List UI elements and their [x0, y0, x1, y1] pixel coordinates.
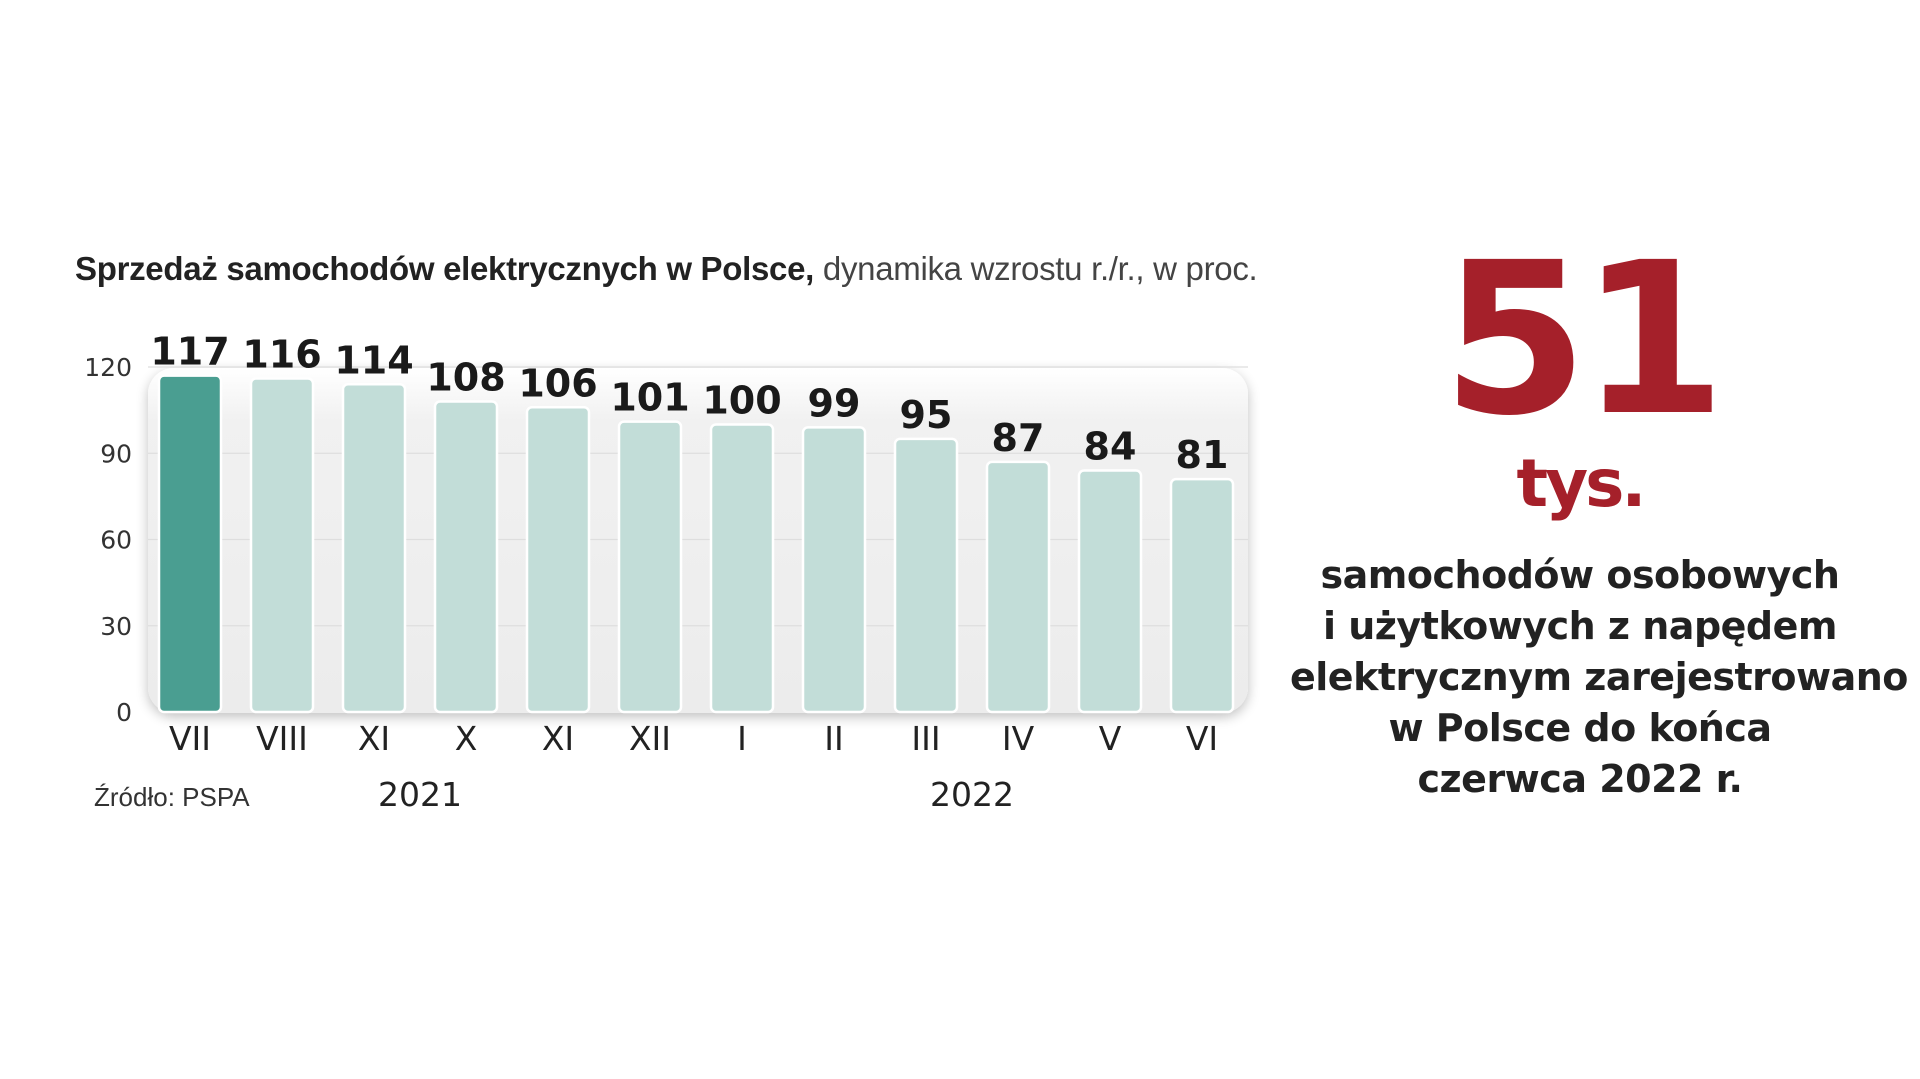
x-axis: VII VIII XI X XI XII I II III IV V VI [169, 719, 1218, 758]
value-label: 84 [1084, 425, 1137, 469]
highlight-panel: 51 tys. samochodów osobowych i użytkowyc… [1290, 217, 1908, 805]
category-label: I [737, 719, 747, 758]
category-label: XII [629, 719, 671, 758]
bar [341, 383, 407, 714]
y-tick-label: 30 [100, 612, 132, 641]
category-label: XI [542, 719, 574, 758]
description-line: czerwca 2022 r. [1417, 757, 1743, 801]
category-label: XI [358, 719, 390, 758]
category-label: V [1099, 719, 1122, 758]
category-label: II [824, 719, 843, 758]
value-label: 95 [900, 393, 953, 437]
bars [157, 374, 1235, 714]
category-label: X [455, 719, 478, 758]
category-label: III [911, 719, 940, 758]
value-label: 106 [518, 361, 597, 405]
bar [157, 374, 223, 714]
year-labels: 2021 2022 [378, 775, 1014, 814]
description-line: elektrycznym zarejestrowano [1290, 655, 1908, 699]
description-line: i użytkowych z napędem [1323, 604, 1838, 648]
category-label: VIII [256, 719, 308, 758]
description-line: w Polsce do końca [1388, 706, 1772, 750]
highlight-unit: tys. [1516, 445, 1647, 522]
value-label: 99 [808, 381, 861, 425]
value-label: 81 [1176, 433, 1229, 477]
bar [801, 426, 867, 714]
chart-title: Sprzedaż samochodów elektrycznych w Pols… [75, 250, 1335, 288]
bar [709, 423, 775, 714]
chart-title-main: Sprzedaż samochodów elektrycznych w Pols… [75, 250, 815, 287]
value-label: 100 [702, 379, 781, 423]
bar [525, 406, 591, 714]
year-label: 2021 [378, 775, 462, 814]
bar [985, 460, 1051, 714]
value-label: 114 [334, 338, 413, 382]
category-label: VI [1186, 719, 1218, 758]
y-tick-label: 0 [116, 698, 132, 727]
chart-panel [148, 368, 1248, 713]
source-note: Źródło: PSPA [94, 782, 250, 812]
value-labels: 117 116 114 108 106 101 100 99 95 87 84 81 [150, 330, 1228, 478]
bar [433, 400, 499, 714]
chart-subtitle: dynamika wzrostu r./r., w proc. [822, 250, 1258, 287]
value-label: 108 [426, 356, 505, 400]
highlight-number: 51 [1441, 217, 1726, 462]
bar [1169, 477, 1235, 714]
category-label: IV [1002, 719, 1035, 758]
grid-lines [148, 366, 1248, 627]
highlight-description: samochodów osobowych i użytkowych z napę… [1290, 550, 1908, 805]
description-line: samochodów osobowych [1320, 553, 1840, 597]
value-label: 117 [150, 330, 229, 374]
bar [1077, 469, 1143, 714]
category-label: VII [169, 719, 211, 758]
y-tick-label: 120 [84, 353, 132, 382]
bar [617, 420, 683, 714]
value-label: 101 [610, 376, 689, 420]
value-label: 116 [242, 333, 321, 377]
y-axis: 0 30 60 90 120 [84, 353, 132, 727]
y-tick-label: 90 [100, 439, 132, 468]
bar [893, 437, 959, 714]
year-label: 2022 [930, 775, 1014, 814]
value-label: 87 [992, 416, 1045, 460]
bar [249, 377, 315, 714]
y-tick-label: 60 [100, 526, 132, 555]
